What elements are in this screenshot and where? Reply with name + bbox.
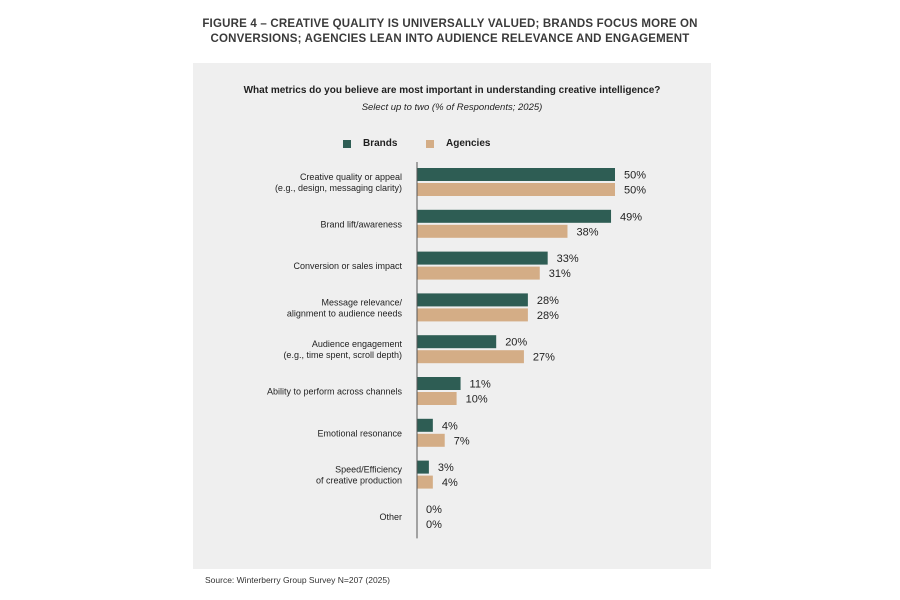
data-label-agencies-2: 38% — [576, 226, 598, 238]
category-label-8-line-1: Speed/Efficiency — [335, 465, 402, 475]
bar-brands-6 — [417, 377, 461, 390]
data-label-agencies-1: 50% — [624, 185, 646, 197]
bar-agencies-4 — [417, 308, 528, 322]
bar-brands-2 — [417, 209, 612, 223]
data-label-brands-4: 28% — [537, 295, 559, 307]
legend-swatch-agencies — [426, 139, 434, 148]
data-label-brands-8: 3% — [438, 462, 454, 474]
data-label-agencies-9: 0% — [426, 519, 442, 531]
data-label-brands-1: 50% — [624, 170, 646, 182]
data-label-agencies-6: 10% — [466, 394, 488, 406]
data-label-brands-5: 20% — [505, 337, 527, 349]
data-label-brands-6: 11% — [470, 379, 491, 391]
bar-brands-5 — [417, 335, 497, 349]
category-label-7: Emotional resonance — [317, 428, 402, 438]
chart-panel: What metrics do you believe are most imp… — [193, 63, 711, 569]
bar-brands-4 — [417, 293, 528, 307]
category-label-5-line-1: Audience engagement — [312, 339, 403, 349]
data-label-agencies-7: 7% — [454, 435, 470, 447]
data-label-brands-9: 0% — [426, 504, 442, 516]
bar-agencies-1 — [417, 183, 615, 196]
bar-agencies-6 — [417, 392, 457, 405]
data-label-agencies-3: 31% — [549, 268, 571, 280]
figure-title-line-1: FIGURE 4 – CREATIVE QUALITY IS UNIVERSAL… — [202, 18, 698, 30]
category-label-4-line-1: Message relevance/ — [321, 297, 402, 307]
category-label-1-line-1: Creative quality or appeal — [300, 172, 402, 182]
bar-agencies-8 — [417, 475, 433, 489]
bar-chart: 50% 50% Creative quality or appeal(e.g., d… — [267, 162, 646, 539]
category-label-5-line-2: (e.g., time spent, scroll depth) — [283, 350, 402, 360]
data-label-brands-2: 49% — [620, 211, 642, 223]
data-label-brands-3: 33% — [557, 253, 579, 265]
legend-swatch-brands — [343, 139, 351, 148]
legend-label-agencies: Agencies — [446, 138, 491, 149]
category-label-1-line-2: (e.g., design, messaging clarity) — [275, 183, 402, 193]
data-label-agencies-4: 28% — [537, 310, 559, 322]
legend-item-brands: Brands — [343, 138, 397, 149]
source-note: Source: Winterberry Group Survey N=207 (… — [205, 575, 390, 585]
chart-subtitle: Select up to two (% of Respondents; 2025… — [361, 102, 543, 113]
legend: Brands Agencies — [193, 138, 711, 152]
data-label-agencies-8: 4% — [442, 477, 458, 489]
data-label-brands-7: 4% — [442, 420, 458, 432]
category-label-6: Ability to perform across channels — [267, 387, 403, 397]
bar-agencies-7 — [417, 433, 445, 447]
legend-label-brands: Brands — [363, 138, 398, 149]
category-label-9: Other — [379, 512, 402, 522]
bar-agencies-5 — [417, 350, 524, 364]
chart-title: What metrics do you believe are most imp… — [243, 85, 661, 96]
bar-agencies-2 — [417, 224, 568, 238]
bar-brands-3 — [417, 251, 548, 265]
bar-brands-7 — [417, 418, 433, 432]
category-label-4-line-2: alignment to audience needs — [287, 308, 403, 318]
category-label-2: Brand lift/awareness — [320, 219, 402, 229]
category-label-3: Conversion or sales impact — [293, 261, 402, 271]
legend-item-agencies: Agencies — [426, 138, 490, 149]
bar-brands-1 — [417, 168, 615, 181]
figure-title: FIGURE 4 – CREATIVE QUALITY IS UNIVERSAL… — [0, 17, 900, 47]
bar-agencies-3 — [417, 266, 540, 280]
data-label-agencies-5: 27% — [533, 352, 555, 364]
figure-title-line-2: CONVERSIONS; AGENCIES LEAN INTO AUDIENCE… — [210, 33, 690, 45]
bar-brands-8 — [417, 460, 429, 474]
category-label-8-line-2: of creative production — [316, 476, 402, 486]
